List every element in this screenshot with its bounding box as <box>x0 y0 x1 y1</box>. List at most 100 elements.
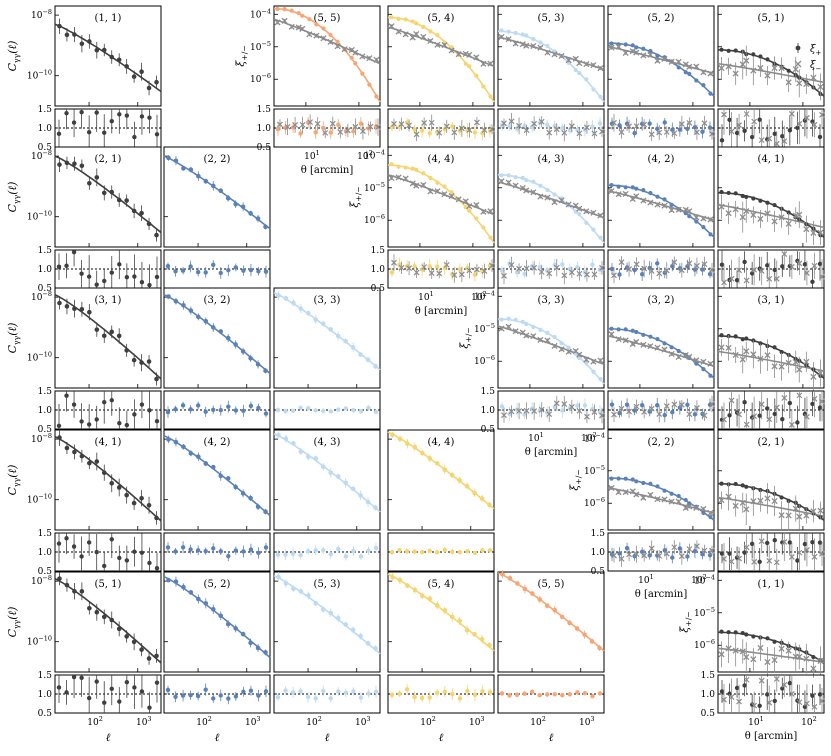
xi-panel-3-1-xi-plus-point <box>740 337 745 342</box>
cl-panel-5-1-ratio-ytick-label: 1.5 <box>38 671 53 681</box>
xi-panel-5-2-ratio-point <box>633 123 640 130</box>
cl-panel-3-2-model-line <box>163 293 271 375</box>
cl-panel-5-4-ratio-point <box>442 689 447 694</box>
cl-panel-1-1-ratio-point <box>117 112 122 117</box>
cl-panel-2-2-ratio-point <box>248 267 254 273</box>
cl-panel-5-5-ratio-point <box>499 691 505 696</box>
xi-panel-4-2-xi-plus-point <box>648 190 653 196</box>
xi-panel-5-1-ratio-point <box>819 111 825 118</box>
cl-panel-4-1-label: (4, 1) <box>95 437 122 448</box>
xi-panel-4-4-ratio-point <box>443 261 450 268</box>
xi-panel-3-1-xi-plus-point <box>779 349 784 355</box>
cl-panel-3-3-ratio-point <box>290 408 296 413</box>
xi-panel-3-3-ratio-point <box>583 413 590 420</box>
xi-panel-5-5-xi-plus-point <box>296 10 301 16</box>
cl-panel-4-3-ratio-point <box>328 552 333 557</box>
xi-panel-5-1-xi-plus-point <box>726 48 731 53</box>
xi-panel-4-4-xi-minus-point <box>420 181 427 189</box>
xi-panel-5-5-ratio-point <box>337 129 344 135</box>
cl-panel-5-2-ratio-point <box>203 687 208 692</box>
cl-panel-5-2-ratio-point <box>241 689 246 694</box>
cl-panel-5-1-ratio-point <box>79 675 84 681</box>
cl-panel-3-3-ratio-point <box>351 407 356 413</box>
xi-panel-4-3-ratio-point <box>522 271 527 277</box>
xi-panel-5-1-frame <box>717 5 825 107</box>
cl-panel-2-1-point <box>72 161 77 167</box>
xi-panel-4-2-ratio-point <box>632 267 637 273</box>
xi-panel-1-1-xi-plus-point <box>765 636 770 641</box>
cl-panel-1-1-ratio-point <box>124 113 130 118</box>
cl-panel-4-1-ratio-point <box>71 544 77 549</box>
cl-panel-5-2-xtick-label: 102 <box>196 715 212 728</box>
cl-panel-1-1-ratio-point <box>71 120 77 125</box>
xi-panel-5-5-ratio-point <box>351 129 356 134</box>
cl-panel-4-4-point <box>487 502 492 508</box>
xi-panel-3-2-xi-plus-point <box>609 326 614 331</box>
xi-panel-3-1-frame <box>717 287 825 389</box>
cl-panel-2-2-label: (2, 2) <box>204 154 231 165</box>
xi-panel-1-1-ratio-point <box>772 698 777 704</box>
xi-panel-5-5-ratio-point <box>313 130 318 135</box>
xi-panel-3-2-xi-minus-point <box>629 340 636 348</box>
xi-panel-4-3-xi-plus-point <box>577 211 582 217</box>
cl-panel-3-3-ratio-point <box>343 406 349 411</box>
cl-panel-5-2-point <box>233 626 238 631</box>
cl-panel-2-1-point <box>124 198 129 203</box>
xi-panel-5-5-xi-minus-point <box>295 24 302 31</box>
xi-panel-5-4-ratio-point <box>389 125 395 130</box>
cl-panel-3-3: (3, 3) <box>273 287 381 430</box>
xi-panel-1-1-xtick-label: 102 <box>801 715 817 728</box>
xi-panel-5-2-ratio-point <box>662 120 667 125</box>
cl-panel-4-3-ratio-point <box>275 552 281 557</box>
cl-panel-5-1-ratio-point <box>64 690 69 695</box>
cl-panel-4-2-ratio-point <box>195 548 201 553</box>
xi-panel-2-2-xi-plus-point <box>623 476 628 481</box>
xi-panel-2-1-xi-plus-point <box>719 481 724 486</box>
cl-panel-5-1-point <box>146 656 152 661</box>
xi-panel-3-1-ratio-point <box>751 413 758 420</box>
xi-panel-5-4-xi-plus-point <box>389 15 394 20</box>
cl-panel-3-1-point <box>87 309 92 315</box>
xi-panel-5-4-xi-plus-point <box>467 64 472 69</box>
xi-panel-5-2-xi-minus-point <box>668 58 675 65</box>
xi-panel-1-1-ratio-point <box>736 698 743 705</box>
xi-panel-4-4-ratio-ytick-label: 1.5 <box>371 246 386 256</box>
xi-panel-4-2-ratio-point <box>618 259 625 266</box>
xi-panel-5-1-xi-minus-point <box>764 72 771 79</box>
cl-panel-2-1-ratio-point <box>154 274 160 280</box>
xi-panel-4-2-ratio-point <box>686 260 693 267</box>
xi-panel-5-2-ratio-point <box>686 120 693 126</box>
xi-panel-3-2-ratio-point <box>624 402 630 407</box>
xi-panel-5-2-xi-minus-point <box>693 63 700 70</box>
cl-panel-3-3-label: (3, 3) <box>314 295 341 306</box>
xi-panel-2-2-xi-minus-point <box>622 489 629 496</box>
xi-panel-3-1-ratio-point <box>773 404 780 411</box>
xi-panel-2-2-xi-minus-point <box>647 491 654 498</box>
cl-panel-4-3-ratio-point <box>283 552 288 557</box>
xi-panel-5-5-ratio-point <box>284 123 291 130</box>
cl-panel-3-2-label: (3, 2) <box>204 295 231 306</box>
xi-panel-4-2-xi-minus-point <box>608 187 615 195</box>
cl-panel-5-2-xlabel: ℓ <box>215 731 220 744</box>
xi-panel-5-4-ratio-point <box>451 129 458 136</box>
cl-panel-4-2-point <box>181 444 186 450</box>
cl-panel-2-2-point <box>248 211 253 216</box>
cl-panel-5-4-ratio-point <box>435 690 440 696</box>
cl-panel-5-1-ratio-ytick-label: 0.5 <box>38 709 53 719</box>
xi-panel-4-3-xi-plus-point <box>506 173 511 178</box>
cl-panel-4-1-ylabel: Cγγ(ℓ) <box>6 465 21 496</box>
xi-panel-2-2-xi-minus-point <box>675 498 682 505</box>
cl-panel-4-4-ratio-point <box>389 550 395 555</box>
xi-panel-4-4-xi-minus-point <box>434 188 441 195</box>
cl-panel-4-2-point <box>248 495 253 501</box>
xi-panel-1-1-ratio-point <box>734 685 740 691</box>
xi-panel-5-1-ratio-point <box>751 118 758 125</box>
xi-panel-3-1-xi-plus-point <box>744 336 749 341</box>
xi-panel-5-4-xi-minus-point <box>402 31 409 38</box>
cl-panel-3-1-ratio-point <box>71 402 77 407</box>
xi-panel-5-4-ratio-point <box>391 120 397 127</box>
xi-panel-2-2-ratio-point <box>639 549 645 555</box>
xi-panel-5-4-ratio-point <box>413 131 420 138</box>
cl-panel-5-1-point <box>109 617 115 623</box>
xi-panel-2-2-xi-plus-point <box>701 510 706 515</box>
